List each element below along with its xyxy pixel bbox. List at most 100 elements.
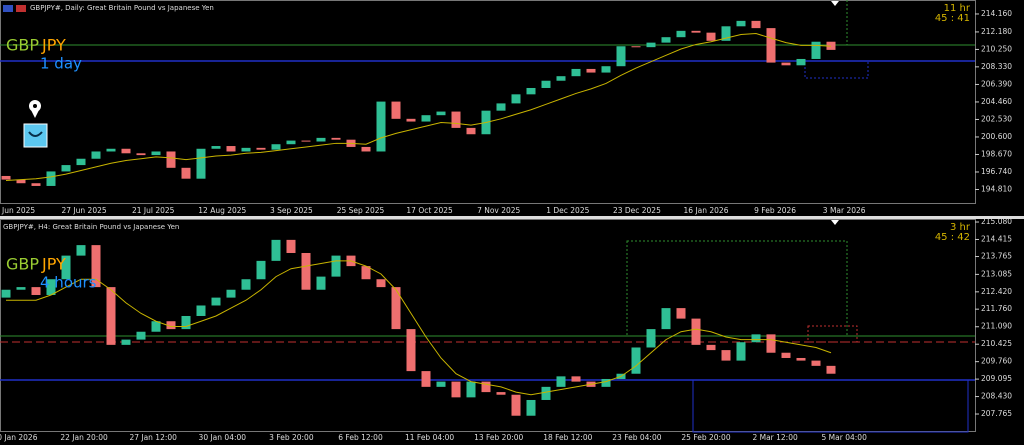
y-tick-label: 204.460 (981, 97, 1012, 106)
y-tick-label: 209.095 (981, 374, 1012, 383)
candle (121, 148, 131, 154)
candle (796, 58, 806, 66)
candle (661, 37, 671, 43)
candle (46, 171, 56, 186)
y-tick-label: 198.670 (981, 149, 1012, 158)
y-tick-label: 212.420 (981, 287, 1012, 296)
chart-header: GBPJPY#, H4: Great Britain Pound vs Japa… (3, 223, 179, 231)
candle (256, 147, 266, 150)
date-label: 21 Jul 2025 (132, 206, 175, 215)
candle (331, 137, 341, 140)
candle (31, 183, 41, 186)
chart-header: GBPJPY#, Daily: Great Britain Pound vs J… (30, 4, 214, 12)
y-tick-label: 200.600 (981, 132, 1012, 141)
y-tick-label: 212.180 (981, 27, 1012, 36)
candle (676, 308, 686, 319)
candle (526, 399, 536, 416)
marker (831, 220, 839, 225)
candle (331, 255, 341, 277)
candle (136, 331, 146, 340)
y-tick-label: 209.760 (981, 357, 1012, 366)
date-label: 1 Dec 2025 (546, 206, 589, 215)
timeframe: 4 hours (40, 274, 97, 292)
date-label: 23 Feb 04:00 (612, 433, 661, 442)
candle (316, 276, 326, 290)
timer-hours: 3 hr (950, 222, 971, 233)
date-label: 23 Dec 2025 (613, 206, 661, 215)
candle (301, 252, 311, 290)
y-tick-label: 214.160 (981, 9, 1012, 18)
candle (286, 140, 296, 145)
candle (691, 30, 701, 33)
timeframe: 1 day (40, 55, 82, 73)
candle (736, 342, 746, 361)
candle (226, 289, 236, 298)
panel-separator (0, 216, 1024, 219)
date-label: 1 Jun 2025 (0, 206, 35, 215)
candle (796, 357, 806, 361)
candle (436, 381, 446, 387)
candle (406, 329, 416, 372)
candle (436, 111, 446, 116)
candle (91, 151, 101, 159)
candle (511, 394, 521, 416)
candle (511, 94, 521, 104)
date-label: 3 Feb 20:00 (269, 433, 314, 442)
date-label: 9 Feb 2026 (754, 206, 796, 215)
timer-clock: 45 : 42 (935, 232, 970, 243)
symbol-quote: JPY (41, 36, 66, 55)
candle (766, 334, 776, 353)
candle (571, 68, 581, 77)
y-tick-label: 214.415 (981, 234, 1012, 243)
candle (616, 46, 626, 67)
candle (256, 260, 266, 280)
date-label: 16 Jan 2026 (684, 206, 729, 215)
candle (451, 111, 461, 128)
candle (211, 297, 221, 306)
candle (736, 20, 746, 27)
candle (376, 279, 386, 288)
candle (166, 321, 176, 330)
candle (691, 318, 701, 345)
y-tick-label: 210.250 (981, 44, 1012, 53)
y-tick-label: 207.765 (981, 409, 1012, 418)
date-label: 12 Aug 2025 (198, 206, 246, 215)
symbol-base: GBP (6, 255, 39, 274)
y-tick-label: 213.765 (981, 252, 1012, 261)
candle (391, 101, 401, 119)
candle (196, 305, 206, 316)
candle (421, 115, 431, 122)
candle (676, 30, 686, 38)
candle (286, 239, 296, 253)
candle (76, 158, 86, 166)
timer-clock: 45 : 41 (935, 13, 970, 24)
candle (466, 127, 476, 135)
candle (361, 146, 371, 152)
candle (421, 371, 431, 387)
candle (496, 392, 506, 395)
candle (136, 153, 146, 156)
date-label: 13 Feb 20:00 (474, 433, 523, 442)
candle (91, 245, 101, 288)
date-label: 7 Nov 2025 (477, 206, 520, 215)
smiley-icon (23, 123, 48, 148)
candle (181, 315, 191, 330)
candle (811, 360, 821, 366)
y-tick-label: 208.430 (981, 392, 1012, 401)
candle (61, 255, 71, 280)
candle (1, 175, 11, 180)
candle (541, 80, 551, 88)
candle (721, 350, 731, 361)
candle (571, 376, 581, 382)
candle (316, 137, 326, 142)
date-label: 18 Feb 12:00 (543, 433, 592, 442)
candle (271, 144, 281, 150)
candle (1, 289, 11, 298)
candle (751, 334, 761, 343)
symbol-base: GBP (6, 36, 39, 55)
date-label: 17 Oct 2025 (406, 206, 453, 215)
date-label: 25 Sep 2025 (337, 206, 385, 215)
